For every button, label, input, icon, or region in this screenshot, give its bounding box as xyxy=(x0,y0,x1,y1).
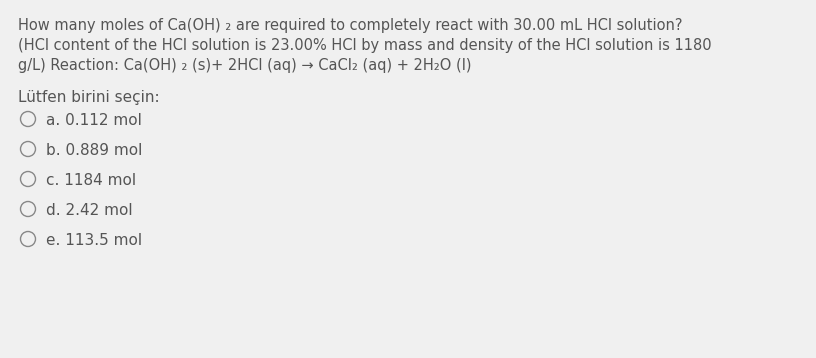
Text: c. 1184 mol: c. 1184 mol xyxy=(46,173,136,188)
Text: d. 2.42 mol: d. 2.42 mol xyxy=(46,203,133,218)
Text: e. 113.5 mol: e. 113.5 mol xyxy=(46,233,142,248)
Text: (HCl content of the HCl solution is 23.00% HCl by mass and density of the HCl so: (HCl content of the HCl solution is 23.0… xyxy=(18,38,712,53)
Text: a. 0.112 mol: a. 0.112 mol xyxy=(46,113,142,128)
Text: Lütfen birini seçin:: Lütfen birini seçin: xyxy=(18,90,160,105)
Text: g/L) Reaction: Ca(OH) ₂ (s)+ 2HCl (aq) → CaCl₂ (aq) + 2H₂O (l): g/L) Reaction: Ca(OH) ₂ (s)+ 2HCl (aq) →… xyxy=(18,58,472,73)
Text: How many moles of Ca(OH) ₂ are required to completely react with 30.00 mL HCl so: How many moles of Ca(OH) ₂ are required … xyxy=(18,18,682,33)
Text: b. 0.889 mol: b. 0.889 mol xyxy=(46,143,142,158)
